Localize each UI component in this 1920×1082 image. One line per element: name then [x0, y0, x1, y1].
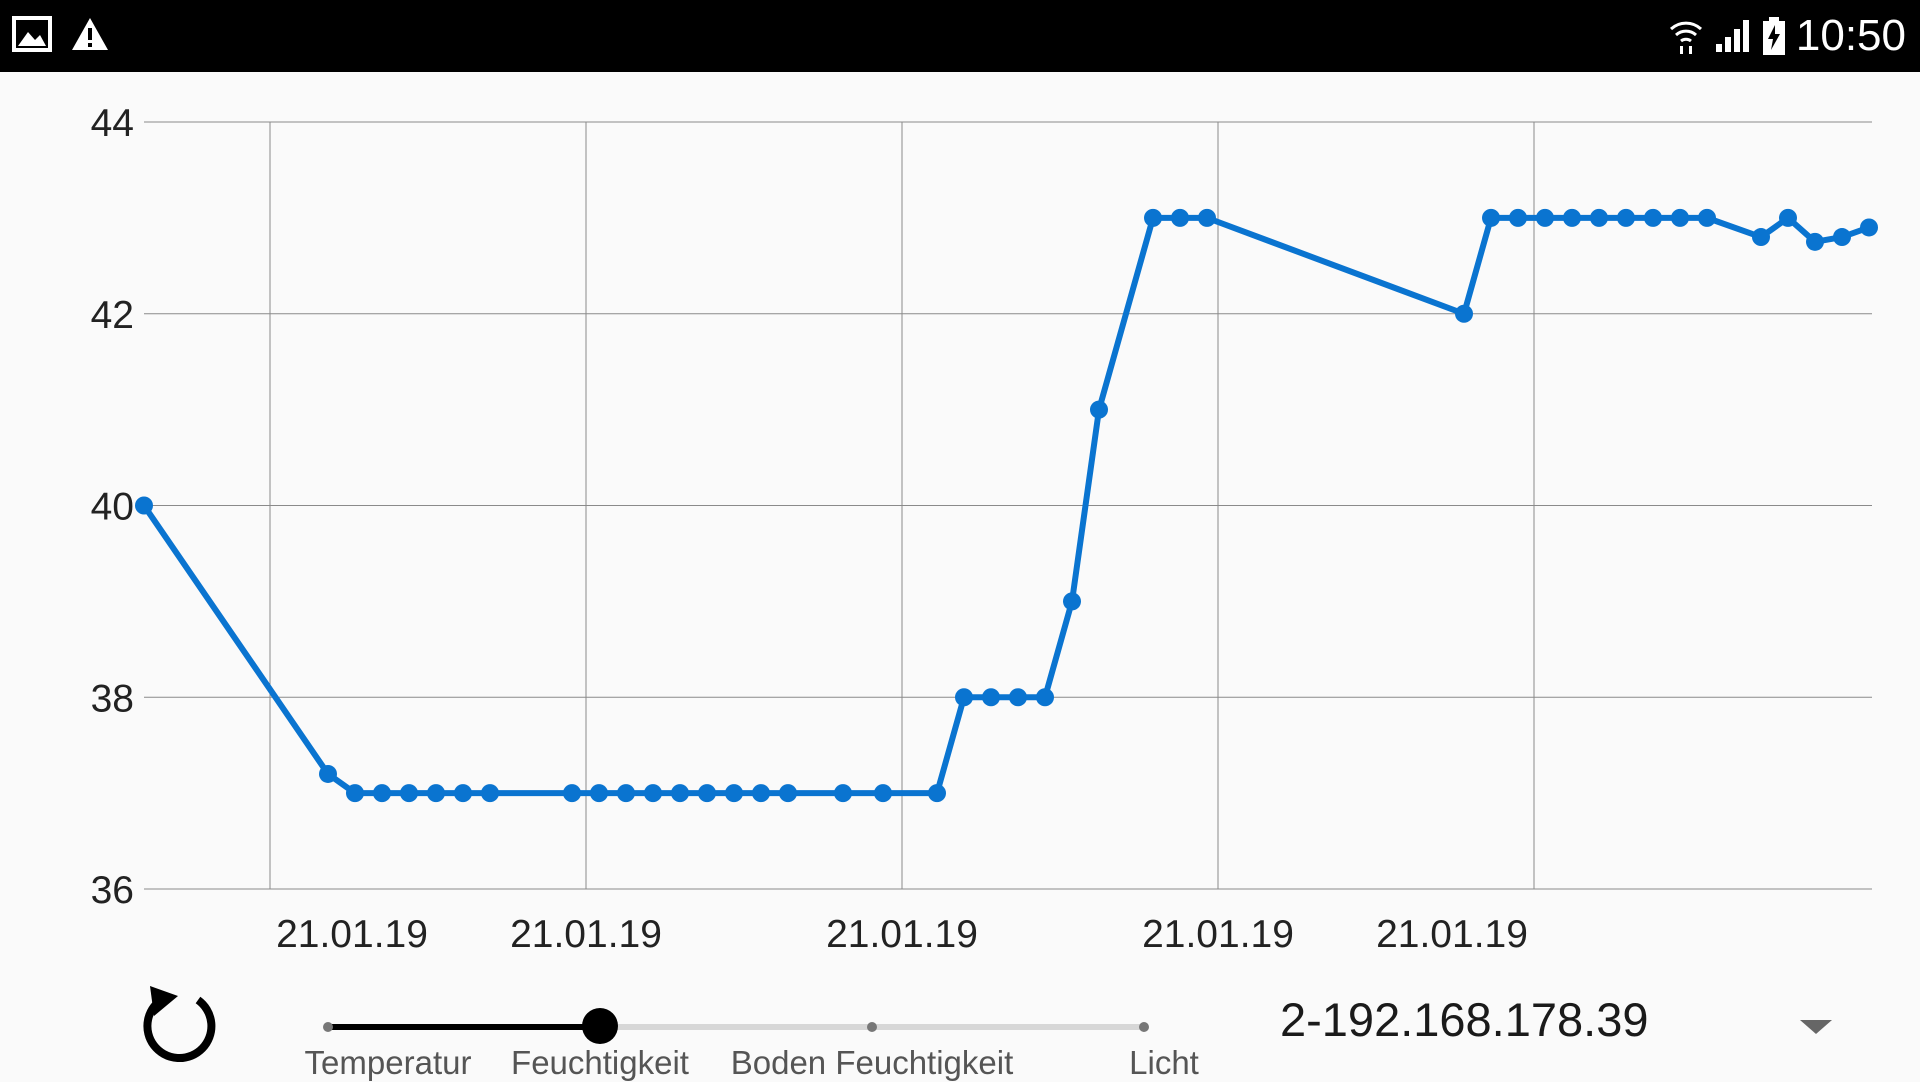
data-point	[1455, 304, 1473, 323]
slider-label[interactable]: Boden Feuchtigkeit	[730, 1044, 1014, 1081]
slider-tick[interactable]	[1139, 1022, 1149, 1032]
data-point	[1644, 208, 1662, 227]
data-point	[617, 784, 635, 803]
data-point	[135, 496, 153, 515]
y-tick-label: 40	[91, 486, 134, 529]
slider-tick[interactable]	[323, 1022, 333, 1032]
y-tick-label: 42	[91, 294, 134, 337]
status-bar: 10:50	[0, 0, 1920, 72]
slider-tick[interactable]	[867, 1022, 877, 1032]
data-point	[955, 688, 973, 707]
wifi-icon	[1669, 21, 1702, 54]
data-point	[1563, 208, 1581, 227]
line-chart: 36 38 40 42 44 21.01.19 21.01.19 21.01.19 21.01.…	[91, 102, 1878, 956]
data-point	[346, 784, 364, 803]
warning-icon	[72, 18, 108, 50]
data-point	[1482, 208, 1500, 227]
data-point	[928, 784, 946, 803]
slider-label[interactable]: Temperatur	[304, 1044, 472, 1081]
data-point	[725, 784, 743, 803]
device-select[interactable]: 2-192.168.178.39	[1270, 984, 1832, 1064]
image-notification-icon	[12, 16, 52, 52]
data-point	[400, 784, 418, 803]
clock: 10:50	[1795, 11, 1906, 60]
data-point	[563, 784, 581, 803]
x-tick-label: 21.01.19	[1142, 913, 1294, 956]
data-point	[1671, 208, 1689, 227]
data-point	[1617, 208, 1635, 227]
data-point	[1144, 208, 1162, 227]
data-point	[454, 784, 472, 803]
data-point	[779, 784, 797, 803]
cell-signal-icon	[1715, 20, 1749, 52]
data-point	[752, 784, 770, 803]
data-point	[1779, 208, 1797, 227]
y-tick-label: 44	[91, 102, 134, 145]
data-point	[1198, 208, 1216, 227]
data-point	[1536, 208, 1554, 227]
data-point	[1509, 208, 1527, 227]
data-point	[590, 784, 608, 803]
data-point	[1063, 592, 1081, 611]
data-point	[427, 784, 445, 803]
chevron-down-icon[interactable]	[1800, 1020, 1832, 1034]
data-point	[1752, 228, 1770, 247]
data-point	[834, 784, 852, 803]
x-tick-label: 21.01.19	[826, 913, 978, 956]
y-tick-label: 36	[91, 869, 134, 912]
x-tick-label: 21.01.19	[510, 913, 662, 956]
data-point	[698, 784, 716, 803]
x-tick-label: 21.01.19	[1376, 913, 1528, 956]
y-tick-label: 38	[91, 677, 134, 720]
slider-label[interactable]: Feuchtigkeit	[511, 1044, 689, 1081]
slider-fill	[328, 1024, 600, 1030]
refresh-icon[interactable]	[136, 982, 224, 1070]
controls-bar: Temperatur Feuchtigkeit Boden Feuchtigkeit…	[0, 972, 1920, 1081]
data-point	[1806, 232, 1824, 251]
data-point	[1090, 400, 1108, 419]
data-point	[1698, 208, 1716, 227]
data-point	[874, 784, 892, 803]
data-point	[644, 784, 662, 803]
slider-track	[328, 1024, 1144, 1030]
data-point	[319, 764, 337, 783]
data-point	[1009, 688, 1027, 707]
sensor-type-slider[interactable]	[323, 1008, 1149, 1044]
device-select-value: 2-192.168.178.39	[1280, 993, 1649, 1046]
data-point	[1590, 208, 1608, 227]
slider-thumb[interactable]	[582, 1008, 618, 1044]
slider-label[interactable]: Licht	[1129, 1044, 1199, 1081]
data-point	[481, 784, 499, 803]
data-point	[373, 784, 391, 803]
data-point	[1171, 208, 1189, 227]
data-point	[1833, 228, 1851, 247]
data-point	[1860, 218, 1878, 237]
x-tick-label: 21.01.19	[276, 913, 428, 956]
data-point	[671, 784, 689, 803]
data-point	[1036, 688, 1054, 707]
battery-charging-icon	[1762, 17, 1785, 55]
data-point	[982, 688, 1000, 707]
humidity-chart: 36 38 40 42 44 21.01.19 21.01.19 21.01.19 21.01.…	[0, 72, 1920, 972]
